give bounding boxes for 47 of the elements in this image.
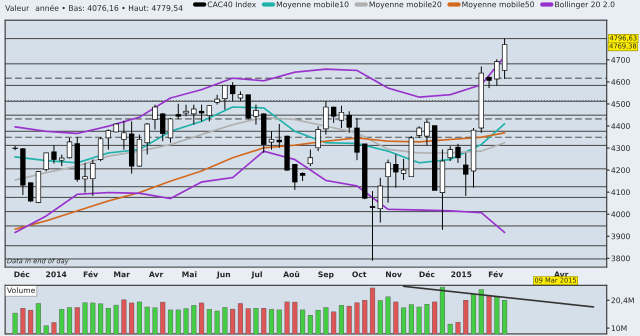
candlestick xyxy=(51,144,57,164)
candlestick xyxy=(160,112,166,142)
line-series xyxy=(14,132,506,230)
candlestick xyxy=(152,104,158,130)
candlestick xyxy=(206,104,212,122)
candlestick xyxy=(144,122,150,155)
candlestick xyxy=(378,177,383,224)
candlestick xyxy=(463,152,468,196)
candlestick xyxy=(59,154,64,167)
candlestick xyxy=(214,94,220,106)
candlestick xyxy=(82,162,88,194)
candlestick xyxy=(28,182,34,203)
candlestick xyxy=(98,136,104,162)
candlestick xyxy=(455,143,461,164)
candlestick xyxy=(330,106,336,124)
candlestick xyxy=(66,137,72,160)
candlestick xyxy=(400,158,406,181)
candlestick xyxy=(90,159,96,196)
candlestick xyxy=(338,105,344,128)
candlestick xyxy=(292,164,298,190)
candlestick xyxy=(385,159,391,204)
candlestick xyxy=(246,94,251,120)
candlestick xyxy=(346,110,352,134)
candlestick xyxy=(268,130,274,150)
candlestick xyxy=(253,104,259,126)
candlestick xyxy=(44,152,49,172)
candlestick xyxy=(106,129,112,150)
candlestick xyxy=(168,117,174,144)
candlestick xyxy=(198,104,204,122)
candlestick xyxy=(424,119,430,146)
candlestick xyxy=(393,154,399,188)
candlestick xyxy=(416,126,422,138)
candlestick xyxy=(230,82,236,102)
candlestick xyxy=(238,90,244,102)
candlestick xyxy=(448,146,453,162)
candlestick xyxy=(183,104,189,117)
candlestick xyxy=(315,126,321,152)
candlestick xyxy=(308,149,314,167)
candlestick xyxy=(121,120,127,150)
line-series xyxy=(14,150,506,234)
candlestick xyxy=(370,190,376,262)
candlestick xyxy=(323,100,329,136)
candlestick xyxy=(191,104,196,126)
candlestick xyxy=(494,58,500,86)
candlestick xyxy=(176,103,181,120)
line-series xyxy=(14,106,506,164)
candlestick xyxy=(222,84,228,110)
